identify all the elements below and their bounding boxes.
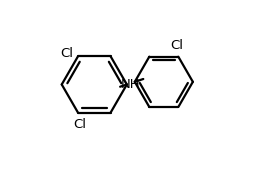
Text: Cl: Cl	[170, 39, 183, 52]
Text: Cl: Cl	[73, 118, 86, 131]
Text: Cl: Cl	[61, 47, 74, 60]
Text: NH: NH	[121, 78, 140, 91]
